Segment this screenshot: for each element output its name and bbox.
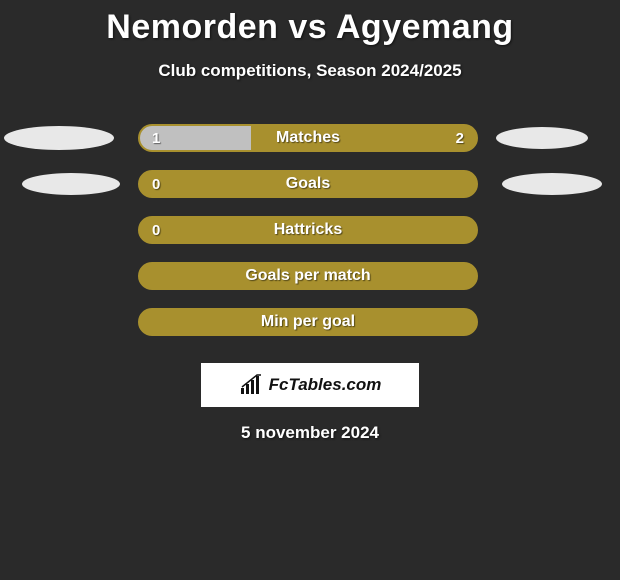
- stat-row: Goals0: [0, 161, 620, 207]
- player-ellipse-right: [496, 127, 588, 149]
- player-ellipse-left: [22, 173, 120, 195]
- player-ellipse-right: [502, 173, 602, 195]
- ellipse-slot-left: [0, 126, 138, 150]
- stat-bar: Goals per match: [138, 262, 478, 290]
- ellipse-slot-right: [478, 173, 620, 195]
- stat-bar: Hattricks0: [138, 216, 478, 244]
- badge-text: FcTables.com: [269, 375, 382, 395]
- stat-label: Matches: [140, 129, 476, 147]
- stat-row: Goals per match: [0, 253, 620, 299]
- stat-value-left: 0: [152, 222, 160, 239]
- stat-value-left: 1: [152, 130, 160, 147]
- page-subtitle: Club competitions, Season 2024/2025: [0, 61, 620, 81]
- stat-row: Hattricks0: [0, 207, 620, 253]
- stat-row: Min per goal: [0, 299, 620, 345]
- stat-bar: Matches1 2: [138, 124, 478, 152]
- stat-label: Goals: [140, 175, 476, 193]
- stat-value-right: 2: [456, 130, 464, 147]
- date-label: 5 november 2024: [0, 423, 620, 443]
- stat-row: Matches1 2: [0, 115, 620, 161]
- chart-icon: [239, 374, 265, 396]
- stats-area: Matches12Goals0Hattricks0Goals per match…: [0, 115, 620, 345]
- ellipse-slot-left: [0, 173, 138, 195]
- stat-label: Min per goal: [140, 313, 476, 331]
- stat-value-left: 0: [152, 176, 160, 193]
- player-ellipse-left: [4, 126, 114, 150]
- page-title: Nemorden vs Agyemang: [0, 0, 620, 47]
- source-badge: FcTables.com: [201, 363, 419, 407]
- stat-label: Hattricks: [140, 221, 476, 239]
- stat-bar: Goals0: [138, 170, 478, 198]
- ellipse-slot-right: [478, 127, 620, 149]
- stat-bar: Min per goal: [138, 308, 478, 336]
- stat-label: Goals per match: [140, 267, 476, 285]
